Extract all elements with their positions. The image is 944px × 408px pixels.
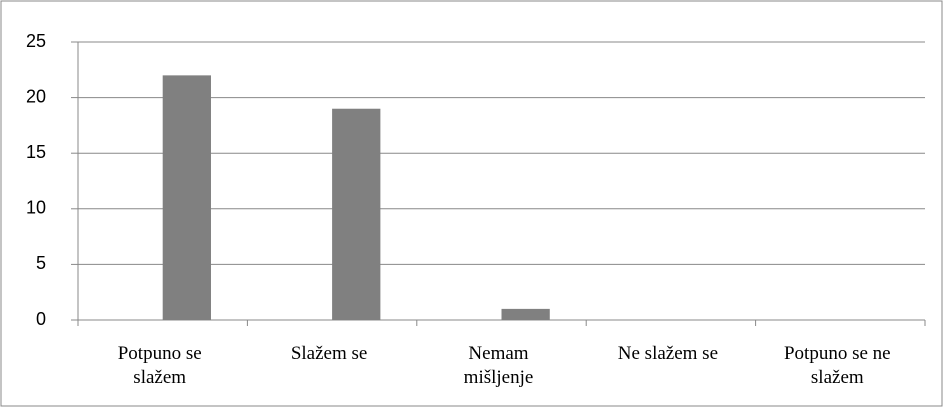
bar (332, 108, 381, 320)
y-tick-label: 5 (36, 253, 46, 273)
x-tick-label: Potpuno se ne slažem (783, 343, 891, 388)
y-tick-label: 10 (26, 198, 46, 218)
x-tick-label: Slažem se (290, 343, 368, 364)
y-tick-label: 15 (26, 142, 46, 162)
y-tick-label: 0 (36, 309, 46, 329)
bar (501, 308, 550, 320)
x-tick-label: Potpuno se slažem (117, 343, 202, 388)
bar (162, 75, 211, 320)
y-tick-label: 20 (26, 86, 46, 106)
y-tick-label: 25 (26, 31, 46, 51)
x-tick-label: Nemam mišljenje (463, 343, 534, 388)
x-tick-label: Ne slažem se (617, 343, 718, 364)
